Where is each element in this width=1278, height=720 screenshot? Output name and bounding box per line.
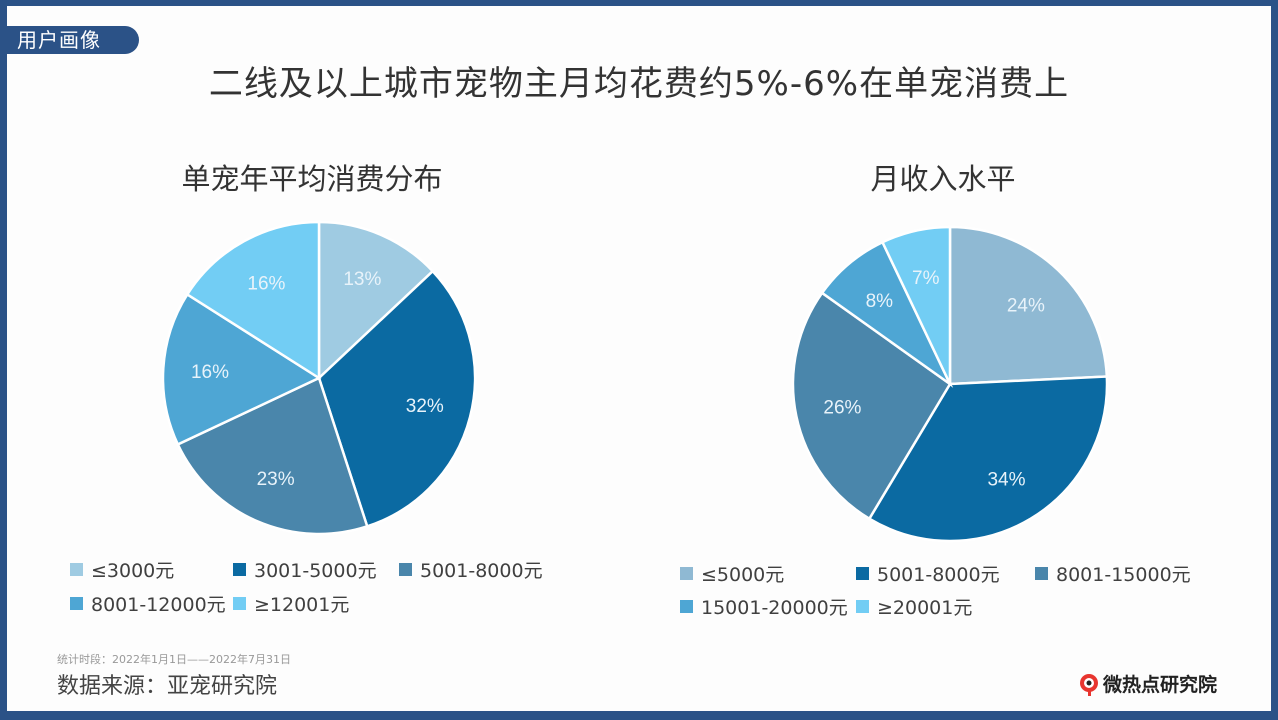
period-note: 统计时段：2022年1月1日——2022年7月31日 [57,653,291,666]
legend-swatch [856,600,869,613]
legend-item: ≤5000元 [680,560,784,587]
legend-swatch [399,563,412,576]
legend-label: ≤3000元 [91,560,175,582]
legend-label: ≤5000元 [701,564,785,586]
slice-label: 23% [257,469,295,490]
legend-swatch [1035,567,1048,580]
legend-label: ≥12001元 [254,594,350,616]
legend-label: 3001-5000元 [254,560,377,582]
pie-slice [867,375,1109,543]
chart1-title: 单宠年平均消费分布 [181,162,443,196]
legend-item: ≥20001元 [856,593,972,620]
legend-item: 5001-8000元 [856,560,1000,587]
pie-slice [317,269,477,528]
legend-item: 5001-8000元 [399,556,543,583]
legend-label: 8001-12000元 [91,594,226,616]
legend-swatch [70,597,83,610]
pie-slice [185,220,321,381]
slice-label: 24% [1007,295,1045,316]
slice-label: 16% [247,273,285,294]
pie-slice [317,220,435,381]
page-title: 二线及以上城市宠物主月均花费约5%-6%在单宠消费上 [208,64,1070,104]
legend-label: ≥20001元 [877,597,973,619]
chart2-title: 月收入水平 [870,162,1016,196]
legend-swatch [680,567,693,580]
slice-label: 13% [343,269,381,290]
slice-label: 32% [406,396,444,417]
section-tag: 用户画像 [7,26,139,54]
pie-slice [880,225,952,385]
legend-item: ≥12001元 [233,590,349,617]
legend-label: 5001-8000元 [877,564,1000,586]
legend-item: 15001-20000元 [680,593,848,620]
pie-slice [161,292,322,447]
slice-label: 8% [866,291,894,312]
pie-chart-income: 24% 34% 26% 8% 7% [791,225,1109,543]
legend-label: 8001-15000元 [1056,564,1191,586]
logo-text: 微热点研究院 [1103,674,1218,696]
brand-logo: 微热点研究院 [1077,670,1217,697]
slice-label: 16% [191,362,229,383]
pie-slice [176,376,369,536]
legend-label: 15001-20000元 [701,597,848,619]
legend-item: 8001-12000元 [70,590,226,617]
legend-item: 3001-5000元 [233,556,377,583]
legend-item: ≤3000元 [70,556,174,583]
pie-chart-pet-spending: 13% 32% 23% 16% 16% [161,220,477,536]
legend-swatch [856,567,869,580]
legend-item: 8001-15000元 [1035,560,1191,587]
legend-swatch [70,563,83,576]
pie-slice [948,225,1109,386]
legend-label: 5001-8000元 [420,560,543,582]
data-source: 数据来源：亚宠研究院 [57,674,278,699]
legend-swatch [233,597,246,610]
weibo-eye-icon [1080,673,1098,696]
slice-label: 34% [987,469,1025,490]
slice-label: 7% [912,268,940,289]
legend-swatch [680,600,693,613]
legend-swatch [233,563,246,576]
pie-slice [791,291,952,521]
slice-label: 26% [823,398,861,419]
slide: 用户画像 二线及以上城市宠物主月均花费约5%-6%在单宠消费上 单宠年平均消费分… [7,6,1271,711]
